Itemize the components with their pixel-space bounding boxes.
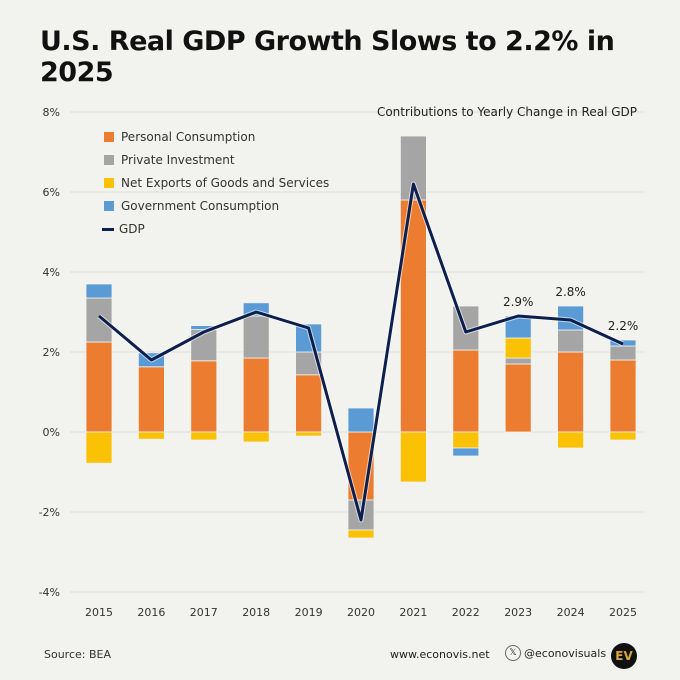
x-tick-label: 2015 [85,606,113,619]
y-tick-label: -4% [39,586,60,599]
data-label-2025: 2.2% [608,319,639,333]
bar-net-exports-of-goods-and-services-2016 [137,431,165,440]
bar-net-exports-of-goods-and-services-2019 [295,431,323,437]
x-handle-link[interactable]: 𝕏 @econovisuals [505,645,606,661]
x-tick-label: 2018 [242,606,270,619]
bar-personal-consumption-2024 [557,351,584,433]
bar-net-exports-of-goods-and-services-2020 [347,529,375,539]
bar-government-consumption-2020 [347,407,375,433]
legend-label: Personal Consumption [121,130,256,144]
legend-label: Private Investment [121,153,235,167]
bar-private-investment-2015 [85,297,113,343]
gdp-line [98,182,624,522]
bar-personal-consumption-2022 [452,349,480,433]
bar-net-exports-of-goods-and-services-2023 [504,337,532,359]
legend-swatch [104,201,114,211]
bar-personal-consumption-2025 [609,359,637,433]
bar-private-investment-2023 [504,357,532,365]
x-tick-label: 2022 [452,606,480,619]
bar-personal-consumption-2015 [85,341,113,433]
legend-swatch [104,132,114,142]
y-tick-label: 0% [43,426,60,439]
legend-line [102,227,114,231]
y-tick-label: 6% [43,186,60,199]
legend-swatch [104,155,114,165]
bar-government-consumption-2015 [85,283,113,299]
bar-net-exports-of-goods-and-services-2022 [452,431,480,449]
legend-item-government-consumption: Government Consumption [104,199,279,213]
legend-label: GDP [119,222,145,236]
legend-label: Net Exports of Goods and Services [121,176,330,190]
legend-item-private-investment: Private Investment [104,153,235,167]
bar-government-consumption-2022 [452,447,480,457]
y-tick-label: -2% [39,506,60,519]
x-tick-label: 2019 [295,606,323,619]
bar-net-exports-of-goods-and-services-2025 [609,431,637,441]
x-tick-label: 2025 [609,606,637,619]
bar-private-investment-2025 [609,345,637,361]
bar-personal-consumption-2023 [504,363,532,433]
legend-label: Government Consumption [121,199,280,213]
bar-personal-consumption-2018 [242,357,270,433]
data-label-2023: 2.9% [503,295,534,309]
x-tick-label: 2023 [504,606,532,619]
bar-private-investment-2018 [242,315,270,359]
legend-item-net-exports: Net Exports of Goods and Services [104,176,329,190]
bar-net-exports-of-goods-and-services-2018 [242,431,270,443]
legend-swatch [104,178,114,188]
legend-item-gdp: GDP [102,222,145,236]
bar-net-exports-of-goods-and-services-2024 [557,431,584,449]
x-tick-label: 2024 [557,606,585,619]
bar-net-exports-of-goods-and-services-2015 [85,431,113,464]
source-note: Source: BEA [44,648,112,661]
x-tick-label: 2020 [347,606,375,619]
bar-net-exports-of-goods-and-services-2017 [190,431,218,441]
bar-personal-consumption-2019 [295,374,323,433]
y-tick-label: 4% [43,266,60,279]
bar-private-investment-2024 [557,329,584,353]
chart-title: U.S. Real GDP Growth Slows to 2.2% in 20… [40,26,615,88]
y-tick-label: 8% [43,106,60,119]
chart-subtitle: Contributions to Yearly Change in Real G… [377,105,637,119]
website-link[interactable]: www.econovis.net [390,648,490,661]
x-logo-icon: 𝕏 [505,645,521,661]
legend-item-personal-consumption: Personal Consumption [104,130,255,144]
bar-net-exports-of-goods-and-services-2021 [399,431,427,483]
x-handle: @econovisuals [524,646,607,660]
data-label-2024: 2.8% [555,285,586,299]
bar-personal-consumption-2016 [137,366,165,433]
bar-personal-consumption-2017 [190,360,218,433]
x-tick-label: 2016 [137,606,165,619]
econovis-logo: EV [611,643,637,669]
x-tick-label: 2021 [399,606,427,619]
x-tick-label: 2017 [190,606,218,619]
y-tick-label: 2% [43,346,60,359]
